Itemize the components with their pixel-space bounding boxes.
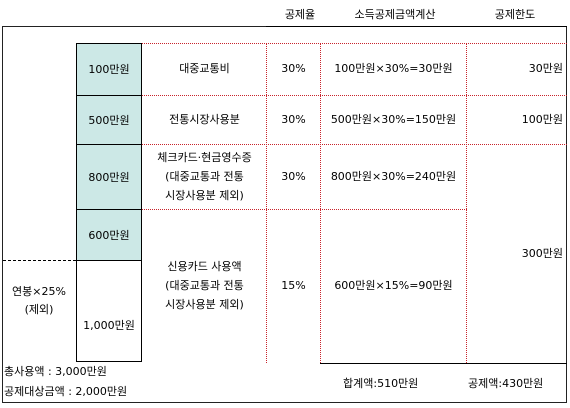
column-divider [466, 43, 467, 363]
calc-cell: 100만원×30%=30만원 [334, 62, 453, 75]
bar-credit-card-excluded: 1,000만원 [76, 260, 142, 362]
calc-cell: 500만원×30%=150만원 [330, 113, 457, 126]
header-calc: 소득공제금액계산 [354, 8, 436, 21]
bar-label: 100만원 [88, 63, 130, 76]
side-note-line1: 연봉×25% [12, 285, 66, 298]
category-line: 신용카드 사용액 [167, 260, 242, 273]
total-usage: 총사용액 : 3,000만원 [4, 365, 107, 378]
header-rule [266, 26, 567, 27]
limit-cell: 100만원 [521, 113, 563, 126]
category-line: 시장사용분 제외) [165, 298, 244, 311]
salary-threshold-line [3, 260, 76, 261]
rate-cell: 30% [281, 113, 306, 126]
rate-cell: 15% [281, 279, 306, 292]
rate-cell: 30% [281, 170, 306, 183]
totals-box [320, 363, 567, 402]
bar-label: 500만원 [88, 113, 130, 127]
bar-label: 800만원 [88, 170, 130, 184]
column-divider [320, 43, 321, 363]
shared-limit-cell: 300만원 [521, 247, 563, 260]
bar-label: 600만원 [88, 228, 130, 242]
bar-check-card: 800만원 [76, 144, 142, 210]
category-cell: 대중교통비 [179, 62, 230, 75]
column-divider [266, 43, 267, 363]
deductible-base: 공제대상금액 : 2,000만원 [4, 385, 128, 398]
calc-cell: 600만원×15%=90만원 [334, 279, 453, 292]
bar-public-transport: 100만원 [76, 43, 142, 96]
category-line: (대중교통과 전통 [165, 170, 244, 183]
category-line: 체크카드·현금영수증 [157, 151, 252, 164]
sum-amount: 합계액:510만원 [343, 377, 419, 390]
row-divider [142, 43, 567, 44]
row-divider [142, 209, 467, 210]
header-rate: 공제율 [284, 8, 316, 21]
category-line: 시장사용분 제외) [165, 189, 244, 202]
rate-cell: 30% [281, 62, 306, 75]
row-divider [142, 144, 567, 145]
header-limit: 공제한도 [494, 8, 536, 21]
side-note-line2: (제외) [24, 303, 54, 316]
bar-credit-card-deductible: 600만원 [76, 209, 142, 261]
row-divider [142, 95, 567, 96]
deduction-amount: 공제액:430만원 [468, 377, 544, 390]
calc-cell: 800만원×30%=240만원 [330, 170, 457, 183]
category-cell: 전통시장사용분 [169, 113, 240, 126]
limit-cell: 30만원 [528, 62, 563, 75]
category-line: (대중교통과 전통 [165, 279, 244, 292]
bar-label: 1,000만원 [83, 318, 135, 332]
bar-traditional-market: 500만원 [76, 95, 142, 145]
